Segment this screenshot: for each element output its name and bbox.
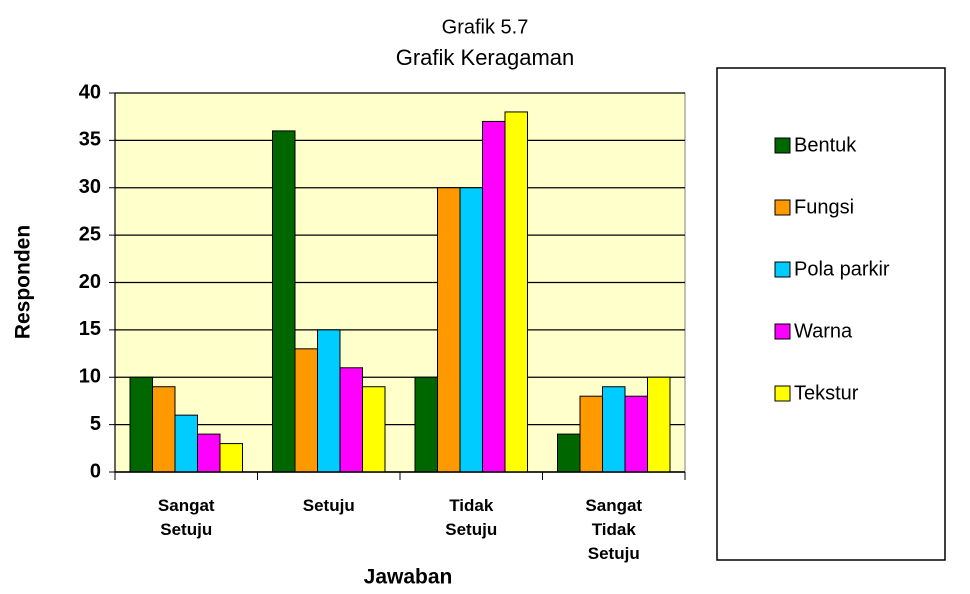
- legend-box: [716, 67, 946, 561]
- legend-swatch: [774, 261, 791, 278]
- bar: [482, 120, 506, 473]
- x-tick-label: Setuju: [302, 496, 355, 515]
- bar: [414, 376, 438, 473]
- bar: [152, 386, 176, 473]
- chart-subtitle: Grafik Keragaman: [396, 45, 575, 70]
- bar: [557, 433, 581, 473]
- bar: [602, 386, 626, 473]
- y-tick-label: 40: [79, 81, 101, 103]
- bar: [197, 433, 221, 473]
- bar: [219, 443, 243, 473]
- bar: [129, 376, 153, 473]
- legend-label: Pola parkir: [794, 258, 890, 280]
- bar: [272, 130, 296, 473]
- chart-title: Grafik 5.7: [442, 16, 529, 38]
- bar: [504, 111, 528, 473]
- y-tick-label: 20: [79, 271, 101, 293]
- x-axis-label: Jawaban: [364, 566, 453, 589]
- bar: [437, 187, 461, 473]
- y-tick-label: 35: [79, 129, 101, 151]
- y-axis-label: Responden: [12, 225, 35, 339]
- legend-label: Tekstur: [794, 382, 859, 404]
- legend-label: Fungsi: [794, 196, 854, 218]
- legend-label: Warna: [794, 320, 853, 342]
- y-tick-label: 25: [79, 223, 101, 245]
- bar: [624, 395, 648, 473]
- y-tick-label: 0: [90, 460, 101, 482]
- y-tick-label: 10: [79, 366, 101, 388]
- bar: [579, 395, 603, 473]
- bar: [459, 187, 483, 473]
- y-tick-label: 15: [79, 318, 101, 340]
- bar: [647, 376, 671, 473]
- bar: [362, 386, 386, 473]
- legend-label: Bentuk: [794, 134, 857, 156]
- y-tick-label: 30: [79, 176, 101, 198]
- bar: [174, 414, 198, 473]
- legend-swatch: [774, 137, 791, 154]
- bar: [294, 348, 318, 473]
- x-tick-label: Sangat Setuju: [157, 496, 215, 539]
- x-tick-label: Sangat Tidak Setuju: [585, 496, 643, 563]
- legend-swatch: [774, 385, 791, 402]
- y-tick-label: 5: [90, 413, 101, 435]
- bar: [317, 329, 341, 473]
- legend-swatch: [774, 199, 791, 216]
- legend-swatch: [774, 323, 791, 340]
- x-tick-label: Tidak Setuju: [445, 496, 498, 539]
- bar: [339, 367, 363, 473]
